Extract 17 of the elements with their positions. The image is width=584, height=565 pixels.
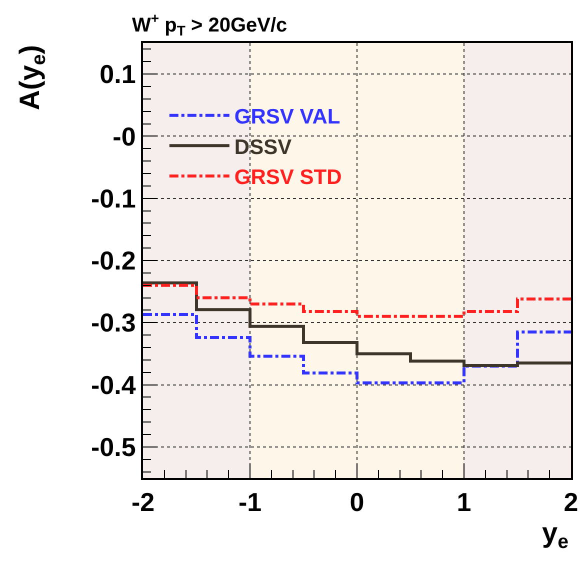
x-axis-title: y$_{e}$ — [542, 517, 569, 553]
x-tick-label: 1 — [456, 487, 472, 518]
y-tick-label: -0 — [112, 121, 136, 152]
x-tick-label: -1 — [238, 487, 262, 518]
legend-label: GRSV VAL — [234, 106, 340, 129]
y-tick-label: -0.4 — [90, 370, 136, 400]
x-tick-label: -2 — [131, 487, 155, 518]
x-tick-label: 2 — [564, 487, 578, 518]
y-tick-label: 0.1 — [100, 59, 136, 90]
y-tick-label: -0.3 — [90, 308, 136, 338]
y-tick-label: -0.1 — [90, 183, 136, 214]
legend-label: DSSV — [234, 136, 292, 159]
legend-label: GRSV STD — [234, 166, 342, 190]
y-tick-label: -0.5 — [90, 432, 136, 462]
chart-title: W$^{+}$ p$_{T}$ > 20GeV/c — [132, 10, 288, 39]
x-tick-label: 0 — [350, 487, 364, 518]
y-tick-label: -0.2 — [90, 246, 136, 276]
